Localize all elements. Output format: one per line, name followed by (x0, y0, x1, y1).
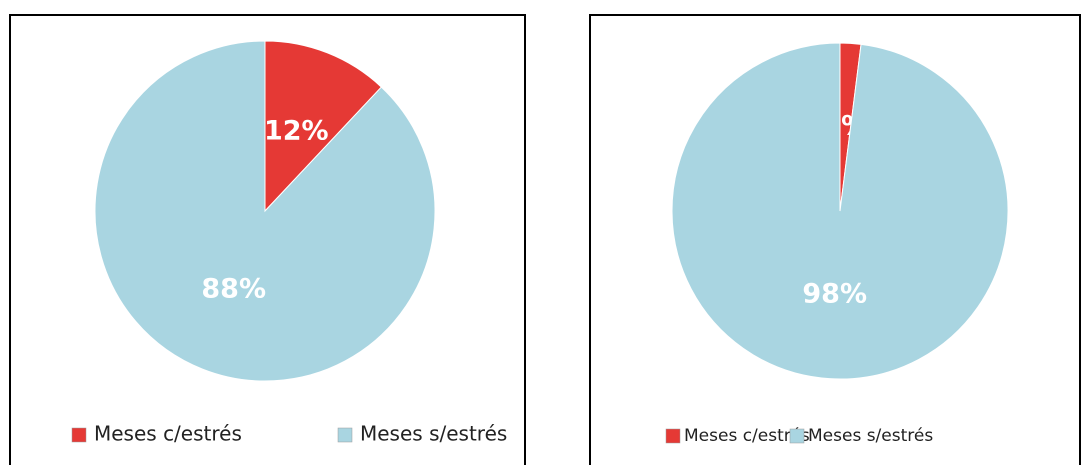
legend-swatch (337, 427, 353, 443)
legend-swatch (789, 428, 805, 444)
data-label: 98% (802, 278, 867, 309)
data-label: 12% (264, 115, 329, 146)
pie-slice (94, 40, 436, 382)
legend-label: Meses c/estrés (94, 422, 242, 446)
legend-label: Meses s/estrés (808, 426, 933, 446)
data-label: 88% (201, 274, 266, 305)
legend-swatch (71, 427, 87, 443)
legend-swatch (665, 428, 681, 444)
legend-label: Meses c/estrés (684, 426, 810, 446)
legend-label: Meses s/estrés (360, 422, 507, 446)
pie-slice (671, 42, 1009, 380)
pie-slice (264, 40, 383, 213)
